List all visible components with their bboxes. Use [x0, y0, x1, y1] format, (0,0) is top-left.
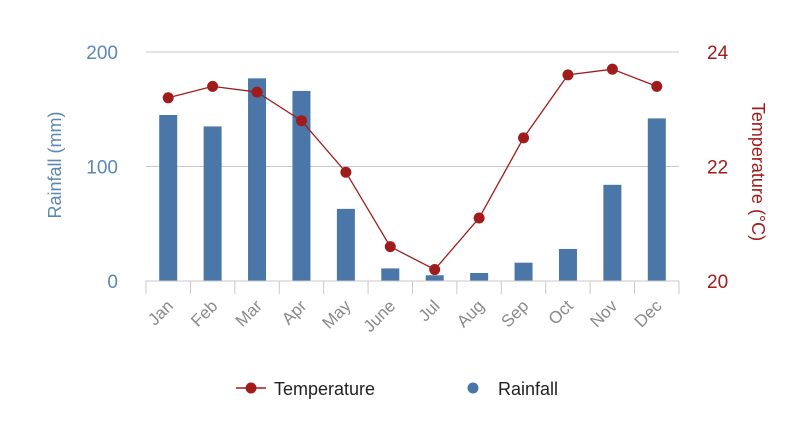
right-tick-label: 22: [707, 158, 728, 179]
legend-rainfall-marker-icon: [467, 382, 479, 394]
left-tick-label: 0: [107, 272, 118, 293]
legend: Temperature Rainfall: [236, 379, 558, 399]
legend-item-rainfall[interactable]: Rainfall: [467, 379, 559, 399]
legend-rainfall-label: Rainfall: [498, 379, 558, 399]
rainfall-bar[interactable]: [647, 118, 666, 281]
gridlines: [146, 51, 679, 167]
rainfall-bars: [159, 78, 666, 282]
legend-temperature-label: Temperature: [274, 379, 375, 399]
rainfall-bar[interactable]: [558, 248, 577, 281]
right-axis-title: Temperature (°C): [748, 103, 768, 241]
temperature-polyline: [168, 68, 658, 271]
x-tick-label: Jan: [144, 296, 177, 329]
temperature-point[interactable]: [207, 80, 219, 92]
rainfall-bar[interactable]: [514, 262, 533, 281]
rainfall-bar[interactable]: [292, 90, 311, 282]
left-axis-title: Rainfall (mm): [45, 111, 65, 218]
rainfall-bar[interactable]: [248, 78, 267, 282]
temperature-point[interactable]: [562, 69, 574, 81]
left-axis-ticks: 0 100 200: [86, 43, 118, 293]
rainfall-bar[interactable]: [381, 268, 400, 281]
x-tick-label: Aug: [453, 296, 488, 331]
rainfall-bar[interactable]: [159, 114, 178, 281]
left-tick-label: 100: [86, 158, 118, 179]
x-tick-label: Sep: [498, 296, 533, 331]
x-tick-label: Mar: [232, 296, 266, 330]
right-axis-ticks: 20 22 24: [707, 43, 729, 293]
right-tick-label: 20: [707, 272, 728, 293]
x-tick-label: Nov: [586, 296, 621, 331]
temperature-point[interactable]: [606, 63, 618, 75]
legend-temperature-marker-icon: [245, 382, 257, 394]
temperature-point[interactable]: [384, 241, 396, 253]
temperature-point[interactable]: [251, 86, 263, 98]
temperature-point[interactable]: [473, 212, 485, 224]
temperature-point[interactable]: [429, 264, 441, 276]
temperature-point[interactable]: [518, 132, 530, 144]
rainfall-bar[interactable]: [603, 184, 622, 281]
axes: [145, 280, 680, 294]
right-tick-label: 24: [707, 43, 729, 64]
temperature-point[interactable]: [162, 92, 174, 104]
x-tick-label: May: [319, 296, 355, 332]
legend-item-temperature[interactable]: Temperature: [236, 379, 375, 399]
x-tick-label: Jul: [415, 296, 444, 325]
rainfall-bar[interactable]: [425, 275, 444, 281]
rainfall-bar[interactable]: [470, 272, 489, 281]
x-tick-label: Dec: [631, 296, 666, 331]
temperature-line: [162, 63, 663, 276]
temperature-point[interactable]: [651, 80, 663, 92]
x-tick-label: June: [360, 296, 400, 336]
rainfall-bar[interactable]: [336, 208, 355, 281]
rainfall-bar[interactable]: [203, 126, 222, 281]
temperature-point[interactable]: [340, 166, 352, 178]
left-tick-label: 200: [86, 43, 118, 64]
x-tick-label: Feb: [187, 296, 221, 330]
x-tick-label: Apr: [278, 296, 310, 328]
x-tick-label: Oct: [545, 296, 577, 328]
temperature-point[interactable]: [295, 115, 307, 127]
x-axis-ticks: Jan Feb Mar Apr May June Jul Aug Sep Oct Nov Dec: [144, 296, 666, 336]
